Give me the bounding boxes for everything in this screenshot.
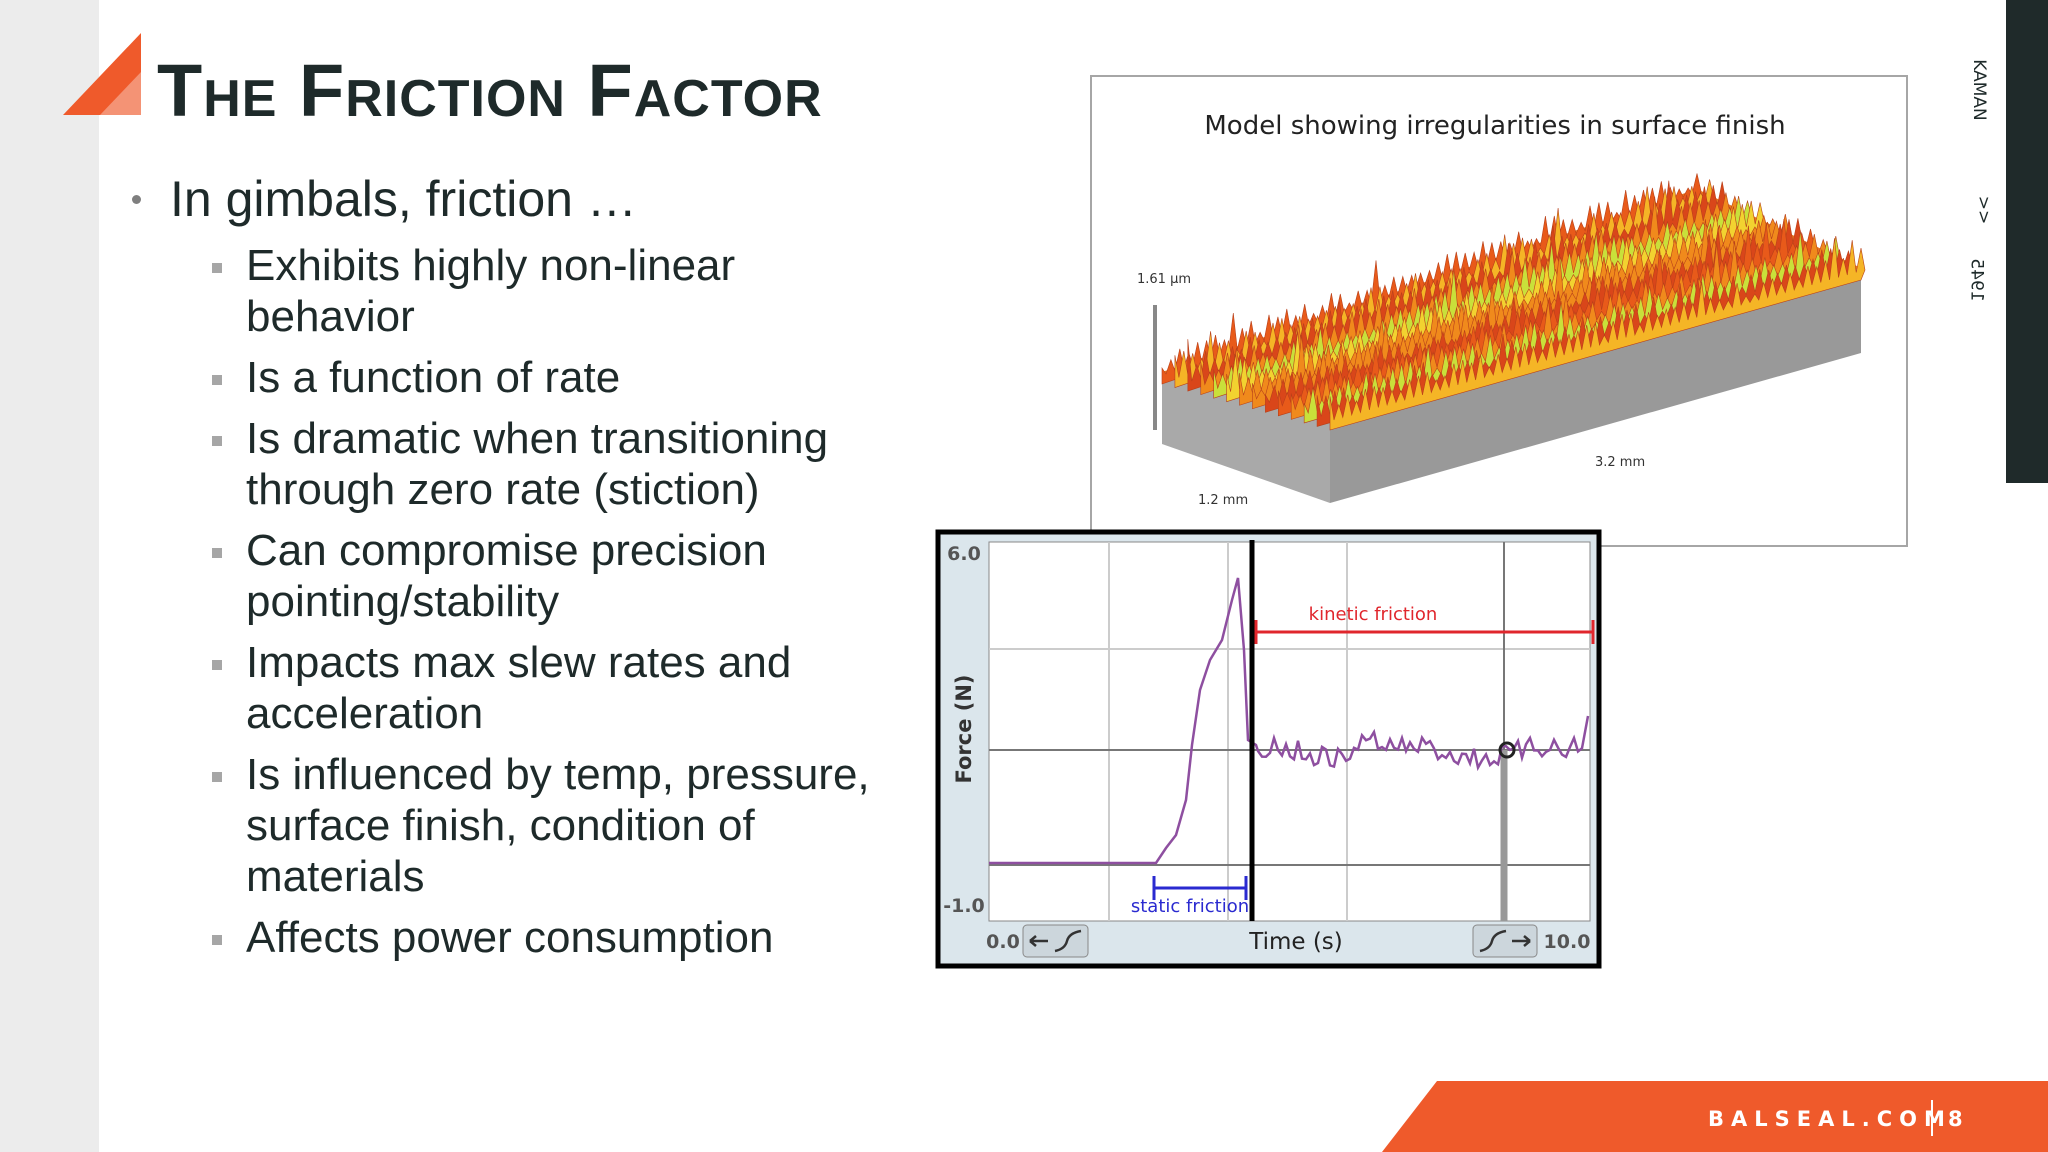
force-trace	[989, 577, 1590, 865]
sub-bullet: Can compromise precision pointing/stabil…	[206, 525, 886, 627]
static-label: static friction	[1131, 896, 1249, 917]
footer-site: BALSEAL.COM	[1708, 1107, 1952, 1131]
height-label: 1.61 μm	[1137, 272, 1191, 287]
bullet-text: In gimbals, friction …	[170, 171, 637, 227]
y-max-label: 6.0	[947, 543, 981, 565]
sidebar-arrows: >>	[1973, 195, 1994, 225]
left-strip	[0, 0, 99, 1152]
button-icon	[1029, 929, 1082, 953]
plot-area	[988, 541, 1591, 922]
sub-bullets: Exhibits highly non-linear behavior Is a …	[206, 240, 886, 973]
sub-bullet: Is dramatic when transitioning through z…	[206, 413, 886, 515]
surface-model: Model showing irregularities in surface …	[1090, 75, 1908, 547]
grid	[989, 542, 1590, 921]
logo-cut	[100, 72, 141, 115]
footer-band	[1382, 1081, 2048, 1152]
cursor-point	[1498, 741, 1516, 759]
block-left-face	[1162, 372, 1330, 503]
x-min-label: 0.0	[986, 931, 1020, 953]
length-label: 3.2 mm	[1595, 455, 1645, 470]
width-label: 1.2 mm	[1198, 493, 1248, 508]
sidebar-bar	[2006, 0, 2048, 483]
force-plot: kinetic friction static friction 6.0 -1.…	[935, 529, 1602, 969]
sidebar-year: 1945	[1966, 258, 1987, 302]
logo	[63, 33, 141, 115]
sub-bullet: Affects power consumption	[206, 912, 886, 963]
step-forward-button[interactable]	[1472, 924, 1538, 958]
surface-roughness	[1303, 230, 1841, 424]
surface-roughness	[1329, 238, 1866, 431]
sidebar-brand: KAMAN	[1968, 59, 1989, 121]
block-right-face	[1330, 268, 1861, 503]
sub-bullet: Impacts max slew rates and acceleration	[206, 637, 886, 739]
surface-roughness	[1226, 200, 1765, 403]
x-axis-label: Time (s)	[1248, 929, 1343, 955]
figure-caption: Model showing irregularities in surface …	[1204, 111, 1785, 141]
sub-bullet: Is influenced by temp, pressure, surface…	[206, 749, 886, 902]
bullet-dot	[132, 195, 141, 204]
y-min-label: -1.0	[943, 895, 985, 917]
x-max-label: 10.0	[1544, 931, 1591, 953]
kinetic-label: kinetic friction	[1309, 604, 1438, 625]
sub-bullet: Exhibits highly non-linear behavior	[206, 240, 886, 342]
slide-title: The Friction Factor	[157, 49, 823, 132]
page-number: 8	[1948, 1107, 1963, 1131]
button-icon	[1479, 929, 1531, 953]
y-axis-label: Force (N)	[952, 674, 976, 783]
sub-bullet: Is a function of rate	[206, 352, 886, 403]
